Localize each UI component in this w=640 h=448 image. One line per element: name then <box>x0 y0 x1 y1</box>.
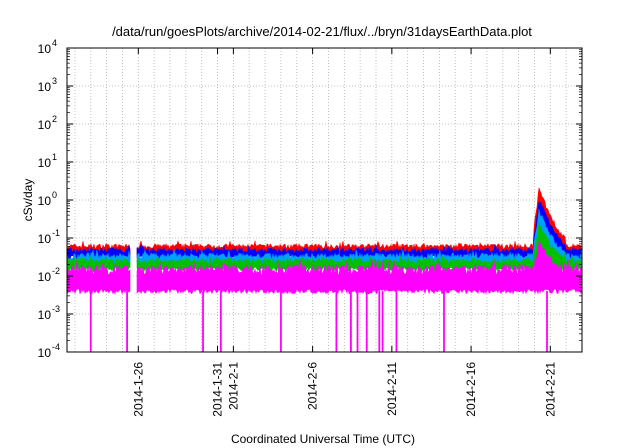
y-tick-exponent: -1 <box>52 228 60 238</box>
x-tick-label: 2014-1-31 <box>211 362 225 417</box>
series-band <box>66 260 131 295</box>
x-axis-ticks: 2014-1-26 2014-1-31 2014-2-1 2014-2-6 2014-2… <box>131 48 557 417</box>
x-tick-label: 2014-2-16 <box>464 362 478 417</box>
x-axis-label: Coordinated Universal Time (UTC) <box>231 432 415 446</box>
y-tick-exponent: -2 <box>52 266 60 276</box>
y-tick-label: 10 <box>38 232 52 246</box>
y-tick-label: 10 <box>38 156 52 170</box>
y-axis-label: cSv/day <box>21 179 35 222</box>
y-tick-exponent: 4 <box>52 38 57 48</box>
y-tick-label: 10 <box>38 270 52 284</box>
y-tick-exponent: 3 <box>52 76 57 86</box>
series-band <box>136 240 582 295</box>
y-tick-label: 10 <box>38 346 52 360</box>
x-tick-label: 2014-2-1 <box>226 362 240 410</box>
y-tick-exponent: -4 <box>52 342 60 352</box>
y-tick-exponent: 2 <box>52 114 57 124</box>
x-tick-label: 2014-2-21 <box>543 362 557 417</box>
chart-title: /data/run/goesPlots/archive/2014-02-21/f… <box>112 24 532 39</box>
x-tick-label: 2014-2-6 <box>306 362 320 410</box>
x-tick-label: 2014-2-11 <box>385 362 399 416</box>
y-tick-exponent: 0 <box>52 190 57 200</box>
y-tick-label: 10 <box>38 42 52 56</box>
y-tick-exponent: -3 <box>52 304 60 314</box>
y-tick-label: 10 <box>38 80 52 94</box>
y-tick-exponent: 1 <box>52 152 57 162</box>
y-tick-label: 10 <box>38 118 52 132</box>
y-tick-label: 10 <box>38 308 52 322</box>
x-tick-label: 2014-1-26 <box>131 362 145 417</box>
y-tick-label: 10 <box>38 194 52 208</box>
plot-area <box>66 187 582 352</box>
